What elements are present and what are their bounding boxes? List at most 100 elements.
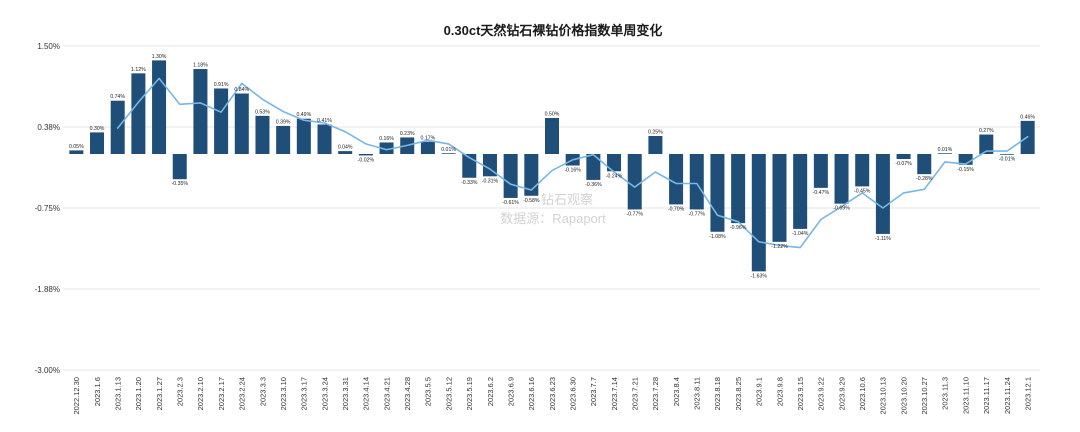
data-label: 0.04% (338, 145, 353, 151)
data-label: -0.69% (833, 206, 850, 212)
bar (90, 132, 105, 154)
watermark-line2: 数据源：Rapaport (500, 211, 606, 226)
bar (834, 154, 849, 204)
x-tick-label: 2023.12.1 (1023, 377, 1032, 410)
x-tick-label: 2023.9.1 (755, 377, 764, 406)
x-tick-label: 2023.6.23 (548, 377, 557, 410)
bar (958, 154, 973, 165)
x-tick-label: 2023.9.8 (775, 377, 784, 406)
bar (441, 153, 456, 154)
bar (689, 154, 704, 210)
data-label: 0.30% (90, 126, 105, 132)
bar (813, 154, 828, 188)
data-label: -1.11% (875, 236, 891, 242)
y-tick-label: -0.75% (35, 204, 60, 213)
x-tick-label: 2023.9.22 (817, 377, 826, 410)
data-label: -0.47% (813, 190, 830, 196)
x-tick-label: 2023.5.5 (424, 377, 433, 406)
bar (875, 154, 890, 234)
y-tick-label: -1.88% (35, 285, 60, 294)
x-tick-label: 2023.10.13 (879, 377, 888, 415)
data-label: -0.01% (999, 157, 1016, 163)
bar (917, 154, 932, 175)
x-tick-label: 2023.8.25 (734, 377, 743, 410)
watermark: 钻石观察 数据源：Rapaport (500, 192, 606, 226)
data-label: -0.07% (895, 161, 912, 167)
data-label: -0.24% (606, 173, 623, 179)
x-tick-label: 2023.8.11 (693, 377, 702, 410)
bar (979, 134, 994, 154)
x-tick-label: 2023.6.9 (506, 377, 515, 406)
data-label: -1.22% (771, 244, 788, 250)
x-tick-label: 2023.11.17 (982, 377, 991, 414)
x-tick-label: 2023.3.3 (258, 377, 267, 406)
bar (937, 153, 952, 154)
data-label: 1.18% (193, 63, 208, 69)
data-label: -0.77% (689, 211, 706, 217)
x-tick-label: 2023.11.24 (1003, 377, 1012, 414)
data-label: 0.50% (545, 112, 560, 118)
bar (255, 115, 270, 154)
bar (855, 154, 870, 187)
data-label: 0.16% (379, 136, 394, 142)
x-tick-label: 2023.4.28 (403, 377, 412, 410)
x-tick-label: 2023.7.7 (589, 377, 598, 406)
data-label: -0.77% (627, 211, 644, 217)
bar (627, 154, 642, 210)
bar (772, 154, 787, 242)
x-tick-label: 2023.5.12 (444, 377, 453, 410)
x-tick-label: 2023.4.21 (382, 377, 391, 410)
bar (131, 73, 146, 154)
y-tick-label: 0.38% (37, 123, 60, 132)
bar (896, 154, 911, 160)
data-label: 0.17% (421, 135, 436, 141)
data-label: 0.74% (110, 94, 125, 100)
data-label: -1.04% (792, 231, 809, 237)
bar (751, 154, 766, 272)
x-tick-label: 2023.3.10 (279, 377, 288, 410)
data-label: -0.15% (957, 167, 974, 173)
bar (379, 142, 394, 154)
x-tick-label: 2023.7.14 (610, 377, 619, 410)
bar (586, 154, 601, 180)
bar (296, 118, 311, 154)
data-label: 0.53% (255, 109, 270, 115)
bar (172, 154, 187, 180)
data-labels: 0.05% 0.30% 0.74% 1.12% 1.30% -0.35% 1.18% 0.91… (69, 54, 1035, 279)
data-label: 0.46% (1020, 114, 1035, 120)
data-label: 0.01% (938, 147, 953, 153)
bar (710, 154, 725, 232)
bar (524, 154, 539, 196)
x-tick-label: 2023.9.29 (837, 377, 846, 410)
x-tick-label: 2023.2.17 (217, 377, 226, 410)
x-tick-label: 2023.11.3 (941, 377, 950, 410)
bar (317, 124, 332, 154)
data-label: -1.08% (709, 234, 726, 240)
x-tick-label: 2023.4.14 (362, 377, 371, 410)
x-tick-label: 2023.8.18 (713, 377, 722, 410)
bar (731, 154, 746, 224)
x-tick-label: 2023.1.6 (93, 377, 102, 406)
data-label: 0.01% (441, 147, 456, 153)
x-tick-label: 2023.6.2 (486, 377, 495, 406)
x-tick-label: 2023.11.10 (961, 377, 970, 414)
data-label: 0.41% (317, 118, 332, 124)
bar (338, 151, 353, 154)
x-tick-label: 2023.7.28 (651, 377, 660, 410)
data-label: -0.02% (358, 157, 375, 163)
x-tick-label: 2023.2.10 (196, 377, 205, 410)
bar (793, 154, 808, 229)
data-label: 1.30% (152, 54, 167, 60)
chart-title: 0.30ct天然钻石裸钻价格指数单周变化 (444, 23, 663, 38)
bar (193, 69, 208, 154)
data-label: -0.61% (502, 200, 519, 206)
data-label: -0.58% (523, 198, 540, 204)
data-label: -0.31% (482, 178, 499, 184)
x-tick-label: 2023.5.19 (465, 377, 474, 410)
bar (999, 154, 1014, 155)
data-label: 0.27% (979, 128, 994, 134)
bar (545, 118, 559, 154)
x-tick-label: 2023.10.27 (920, 377, 929, 415)
data-label: -0.16% (564, 168, 581, 174)
